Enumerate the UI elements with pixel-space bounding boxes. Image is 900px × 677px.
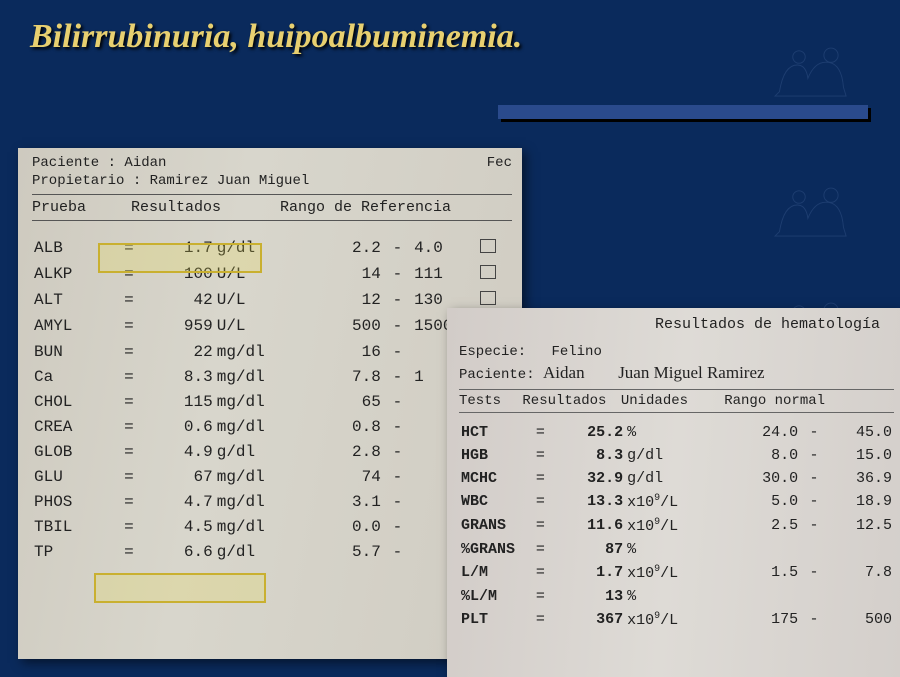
table-row: ALT=42U/L12-130 <box>32 287 512 313</box>
table-row: PLT=367x109/L175-500 <box>459 608 894 632</box>
table-row: ALB=1.7g/dl2.2-4.0 <box>32 235 512 261</box>
watermark-icon <box>760 25 870 110</box>
table-row: ALKP=100U/L14-111 <box>32 261 512 287</box>
hema-heading: Resultados de hematología <box>459 316 894 333</box>
hematology-table: HCT=25.2%24.0-45.0HGB=8.3g/dl8.0-15.0MCH… <box>459 421 894 632</box>
table-row: HCT=25.2%24.0-45.0 <box>459 421 894 444</box>
table-row: BUN=22mg/dl16- <box>32 339 512 364</box>
species-label: Especie: <box>459 344 526 360</box>
table-row: %GRANS=87% <box>459 538 894 561</box>
chemistry-table: ALB=1.7g/dl2.2-4.0ALKP=100U/L14-111ALT=4… <box>32 235 512 564</box>
col2-range: Rango normal <box>724 393 825 409</box>
hematology-report: Resultados de hematología Especie: Felin… <box>447 308 900 677</box>
table-row: GLU=67mg/dl74- <box>32 464 512 489</box>
owner-name: Ramirez Juan Miguel <box>150 173 310 189</box>
table-row: CREA=0.6mg/dl0.8- <box>32 414 512 439</box>
col2-result: Resultados <box>522 393 612 409</box>
patient-label2: Paciente: <box>459 367 535 383</box>
table-row: GLOB=4.9g/dl2.8- <box>32 439 512 464</box>
table-row: L/M=1.7x109/L1.5-7.8 <box>459 561 894 585</box>
table-row: %L/M=13% <box>459 585 894 608</box>
highlight-tbil <box>94 573 266 603</box>
col2-unit: Unidades <box>621 393 716 409</box>
patient-label: Paciente : <box>32 155 116 171</box>
table-row: MCHC=32.9g/dl30.0-36.9 <box>459 467 894 490</box>
table-row: AMYL=959U/L500-1500 <box>32 313 512 339</box>
date-label: Fec <box>487 154 512 172</box>
col-range: Rango de Referencia <box>280 199 451 216</box>
table-row: HGB=8.3g/dl8.0-15.0 <box>459 444 894 467</box>
owner-hand: Juan Miguel Ramirez <box>618 363 764 382</box>
watermark-icon <box>760 165 870 250</box>
table-row: CHOL=115mg/dl65- <box>32 389 512 414</box>
col-test: Prueba <box>32 199 122 216</box>
col2-test: Tests <box>459 393 514 409</box>
table-row: Ca=8.3mg/dl7.8-1 <box>32 364 512 389</box>
col-result: Resultados <box>131 199 271 216</box>
table-row: TP=6.6g/dl5.7- <box>32 539 512 564</box>
table-row: PHOS=4.7mg/dl3.1- <box>32 489 512 514</box>
patient-name: Aidan <box>124 155 166 171</box>
table-row: GRANS=11.6x109/L2.5-12.5 <box>459 514 894 538</box>
owner-label: Propietario : <box>32 173 141 189</box>
species-value: Felino <box>551 344 601 360</box>
table-row: WBC=13.3x109/L5.0-18.9 <box>459 490 894 514</box>
table-row: TBIL=4.5mg/dl0.0- <box>32 514 512 539</box>
patient-hand: Aidan <box>543 363 585 382</box>
